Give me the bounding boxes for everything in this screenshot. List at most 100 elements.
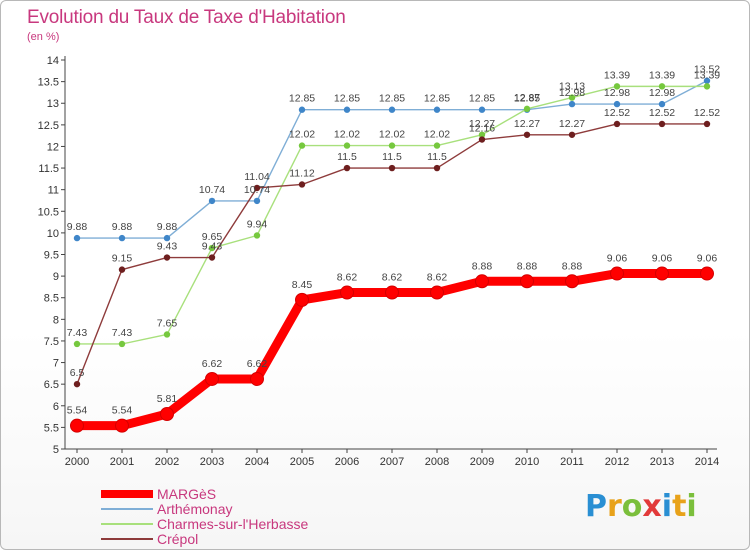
y-tick-label: 13.5	[38, 77, 59, 89]
data-label: 12.85	[424, 93, 450, 105]
data-point	[613, 100, 621, 108]
data-label: 8.88	[562, 260, 583, 272]
legend-swatch	[101, 508, 153, 510]
y-tick-label: 6	[53, 401, 59, 413]
data-point	[118, 234, 126, 242]
data-point	[613, 83, 621, 90]
data-point	[568, 94, 576, 101]
data-label: 5.81	[157, 393, 178, 405]
data-point	[433, 142, 441, 149]
x-tick-label: 2006	[335, 456, 359, 468]
data-label: 9.94	[247, 218, 268, 230]
data-point	[658, 100, 666, 108]
data-point	[298, 142, 306, 149]
data-label: 12.27	[469, 118, 495, 130]
data-point	[388, 164, 396, 172]
data-label: 12.52	[604, 107, 630, 119]
y-tick-label: 12.5	[38, 120, 59, 132]
data-label: 9.15	[112, 253, 133, 265]
data-label: 12.27	[559, 118, 585, 130]
data-point	[658, 83, 666, 90]
data-point	[343, 142, 351, 149]
logo-letter: P	[585, 489, 607, 524]
data-point	[433, 106, 441, 113]
legend-label: MARGèS	[157, 486, 217, 502]
x-tick-label: 2012	[605, 456, 629, 468]
proxiti-logo: Proxiti	[585, 489, 697, 524]
data-label: 9.88	[157, 221, 178, 233]
data-label: 12.85	[334, 93, 360, 105]
data-point	[73, 340, 81, 348]
data-point	[433, 164, 441, 172]
data-point	[208, 197, 216, 205]
data-point	[658, 120, 666, 128]
y-tick-label: 8	[53, 314, 59, 326]
y-tick-label: 10	[47, 228, 59, 240]
legend-item: Arthémonay	[101, 501, 431, 517]
data-label: 8.88	[517, 260, 538, 272]
data-label: 13.39	[694, 69, 720, 81]
data-point	[118, 340, 126, 348]
data-label: 12.02	[379, 129, 405, 141]
data-label: 9.43	[202, 241, 223, 253]
data-point	[655, 266, 669, 281]
data-point	[115, 418, 129, 433]
data-label: 12.02	[334, 129, 360, 141]
y-tick-label: 7	[53, 358, 59, 370]
data-label: 11.12	[289, 167, 315, 179]
data-label: 12.98	[559, 87, 585, 99]
data-label: 9.43	[157, 241, 178, 253]
data-label: 13.39	[649, 69, 675, 81]
x-tick-label: 2008	[425, 456, 449, 468]
y-tick-label: 12	[47, 141, 59, 153]
logo-letter: i	[686, 489, 697, 524]
data-point	[253, 232, 261, 239]
data-label: 12.27	[514, 118, 540, 130]
data-point	[208, 254, 216, 261]
data-point	[295, 292, 309, 307]
data-label: 13.13	[559, 81, 585, 93]
data-point	[340, 285, 354, 300]
x-tick-label: 2009	[470, 456, 494, 468]
data-point	[388, 106, 396, 113]
x-tick-label: 2014	[695, 456, 719, 468]
data-label: 8.62	[337, 272, 358, 284]
y-unit-label: (en %)	[27, 31, 60, 43]
data-point	[385, 285, 399, 300]
data-point	[298, 106, 306, 113]
data-label: 8.45	[292, 279, 313, 291]
legend-swatch	[101, 538, 153, 540]
data-point	[565, 274, 579, 289]
x-tick-label: 2003	[200, 456, 224, 468]
data-label: 12.52	[694, 107, 720, 119]
chart-title: Evolution du Taux de Taxe d'Habitation	[27, 7, 346, 28]
data-label: 8.62	[382, 272, 403, 284]
data-point	[343, 106, 351, 113]
data-label: 8.88	[472, 260, 493, 272]
logo-letter: i	[661, 489, 673, 524]
x-tick-label: 2002	[155, 456, 179, 468]
y-tick-label: 11	[48, 185, 59, 197]
data-label: 13.52	[694, 64, 720, 76]
data-point	[520, 274, 534, 289]
data-point	[703, 83, 711, 90]
y-tick-label: 10.5	[38, 206, 59, 218]
legend-label: Crépol	[157, 531, 199, 547]
data-point	[73, 380, 81, 388]
x-tick-label: 2001	[110, 456, 134, 468]
data-label: 6.62	[202, 358, 223, 370]
data-point	[253, 184, 261, 192]
data-label: 12.16	[469, 123, 495, 135]
data-point	[118, 266, 126, 273]
y-tick-label: 5	[53, 444, 59, 456]
logo-letter: t	[672, 489, 687, 524]
x-tick-label: 2011	[560, 456, 584, 468]
y-tick-label: 6.5	[44, 379, 59, 391]
data-label: 12.85	[379, 93, 405, 105]
data-label: 6.5	[70, 367, 85, 379]
data-point	[298, 181, 306, 188]
data-label: 5.54	[67, 405, 88, 417]
logo-letter: r	[607, 489, 622, 524]
x-tick-label: 2013	[650, 456, 674, 468]
